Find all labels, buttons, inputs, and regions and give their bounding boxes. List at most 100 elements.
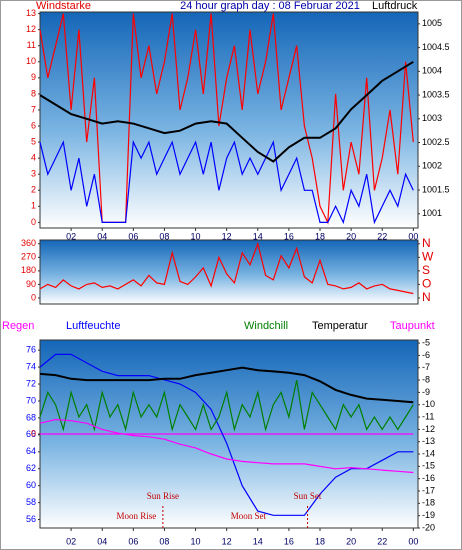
plot-area bbox=[39, 11, 419, 229]
y-tick-label: 1 bbox=[31, 201, 36, 211]
x-tick-label: 04 bbox=[97, 536, 107, 546]
y2-axis-label: Luftdruck bbox=[372, 0, 418, 12]
y-tick-label: 9 bbox=[31, 72, 36, 82]
plot-area bbox=[39, 239, 419, 305]
y2-tick-label: N bbox=[422, 290, 431, 304]
y-tick-label: 74 bbox=[26, 361, 36, 371]
y-tick-label: 13 bbox=[26, 8, 36, 18]
y2-tick-label: S bbox=[422, 263, 430, 277]
x-tick-label: 08 bbox=[159, 536, 169, 546]
y2-tick-label: N bbox=[422, 236, 431, 250]
y2-tick-label: -18 bbox=[422, 498, 435, 508]
y2-tick-label: 1001.5 bbox=[422, 184, 450, 194]
y-tick-label: 5 bbox=[31, 136, 36, 146]
legend-entry: Taupunkt bbox=[390, 320, 435, 332]
x-tick-label: 14 bbox=[253, 536, 263, 546]
y-tick-label: 2 bbox=[31, 185, 36, 195]
y2-tick-label: -16 bbox=[422, 473, 435, 483]
series-line bbox=[39, 353, 414, 516]
y-tick-label: 10 bbox=[26, 56, 36, 66]
y-tick-label: 56 bbox=[26, 514, 36, 524]
y-tick-label: 6 bbox=[31, 120, 36, 130]
series-line bbox=[39, 418, 414, 474]
annotation: Moon Rise bbox=[117, 511, 157, 521]
x-tick-label: 04 bbox=[97, 231, 107, 241]
y2-tick-label: -6 bbox=[422, 350, 430, 360]
y-tick-label: 76 bbox=[26, 345, 36, 355]
y2-tick-label: -11 bbox=[422, 411, 434, 421]
y2-tick-label: -12 bbox=[422, 424, 435, 434]
legend-entry: Temperatur bbox=[312, 320, 368, 332]
y2-tick-label: 1005 bbox=[422, 18, 442, 28]
y2-tick-label: 1004.5 bbox=[422, 42, 450, 52]
y-tick-label: 7 bbox=[31, 104, 36, 114]
y-axis-label: Windstarke bbox=[36, 0, 91, 12]
y2-tick-label: 1002.5 bbox=[422, 137, 450, 147]
y-tick-label: 90 bbox=[26, 279, 36, 289]
x-tick-label: 10 bbox=[191, 536, 201, 546]
series-line bbox=[39, 60, 414, 163]
x-tick-label: 12 bbox=[222, 536, 232, 546]
y-tick-label: 270 bbox=[21, 252, 36, 262]
series-line bbox=[39, 241, 414, 295]
y2-tick-label: -9 bbox=[422, 387, 430, 397]
x-tick-label: 20 bbox=[346, 536, 356, 546]
y2-tick-label: -14 bbox=[422, 448, 435, 458]
y3-tick-label: 0 bbox=[31, 428, 36, 438]
y-tick-label: 3 bbox=[31, 169, 36, 179]
y2-tick-label: 1001 bbox=[422, 208, 442, 218]
y2-tick-label: -8 bbox=[422, 374, 430, 384]
y-tick-label: 0 bbox=[31, 292, 36, 302]
annotation: Sun Rise bbox=[147, 491, 179, 501]
x-tick-label: 22 bbox=[377, 231, 387, 241]
y2-tick-label: 1003.5 bbox=[422, 89, 450, 99]
y-tick-label: 180 bbox=[21, 265, 36, 275]
x-tick-label: 18 bbox=[315, 231, 325, 241]
x-tick-label: 06 bbox=[128, 536, 138, 546]
chart-title: 24 hour graph day : 08 Februar 2021 bbox=[180, 0, 360, 12]
y-tick-label: 8 bbox=[31, 88, 36, 98]
y2-tick-label: -10 bbox=[422, 399, 435, 409]
x-tick-label: 12 bbox=[222, 231, 232, 241]
annotation: Sun Set bbox=[294, 491, 322, 501]
x-tick-label: 06 bbox=[128, 231, 138, 241]
y2-tick-label: -7 bbox=[422, 362, 430, 372]
y-tick-label: 64 bbox=[26, 446, 36, 456]
x-tick-label: 16 bbox=[284, 231, 294, 241]
x-tick-label: 16 bbox=[284, 536, 294, 546]
y-tick-label: 12 bbox=[26, 24, 36, 34]
y-tick-label: 11 bbox=[27, 40, 36, 50]
x-tick-label: 02 bbox=[66, 536, 76, 546]
x-tick-label: 22 bbox=[377, 536, 387, 546]
y2-tick-label: -5 bbox=[422, 337, 430, 347]
legend-entry: Regen bbox=[2, 320, 34, 332]
y2-tick-label: O bbox=[422, 277, 431, 291]
x-tick-label: 14 bbox=[253, 231, 263, 241]
x-tick-label: 20 bbox=[346, 231, 356, 241]
y-tick-label: 360 bbox=[21, 238, 36, 248]
y-tick-label: 70 bbox=[26, 395, 36, 405]
x-tick-label: 00 bbox=[408, 536, 418, 546]
y2-tick-label: 1003 bbox=[422, 113, 442, 123]
series-line bbox=[39, 366, 414, 404]
y-tick-label: 0 bbox=[31, 217, 36, 227]
y-tick-label: 66 bbox=[26, 429, 36, 439]
x-tick-label: 18 bbox=[315, 536, 325, 546]
x-tick-label: 10 bbox=[191, 231, 201, 241]
x-tick-label: 00 bbox=[408, 231, 418, 241]
series-line bbox=[39, 379, 414, 432]
y-tick-label: 68 bbox=[26, 412, 36, 422]
series-line bbox=[39, 139, 414, 225]
y2-tick-label: 1004 bbox=[422, 66, 442, 76]
y2-tick-label: W bbox=[422, 249, 434, 263]
legend-entry: Luftfeuchte bbox=[66, 320, 120, 332]
x-tick-label: 02 bbox=[66, 231, 76, 241]
x-tick-label: 08 bbox=[159, 231, 169, 241]
y2-tick-label: -20 bbox=[422, 522, 435, 532]
y2-tick-label: -17 bbox=[422, 485, 435, 495]
y-tick-label: 60 bbox=[26, 480, 36, 490]
y2-tick-label: -13 bbox=[422, 436, 435, 446]
y-tick-label: 72 bbox=[26, 378, 36, 388]
legend-entry: Windchill bbox=[244, 320, 288, 332]
